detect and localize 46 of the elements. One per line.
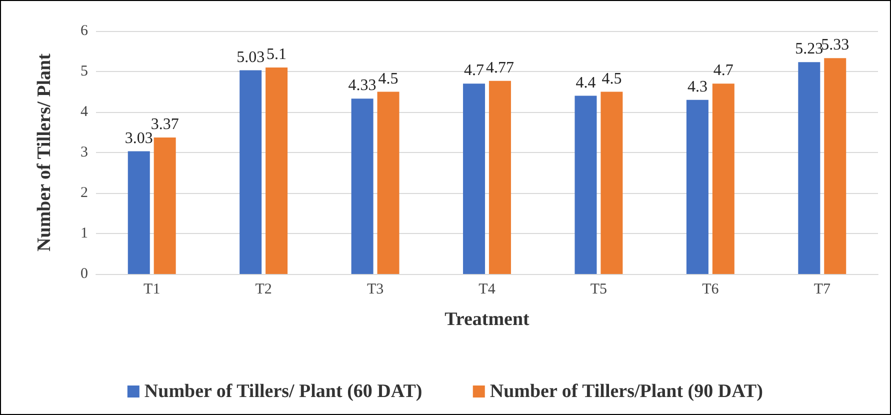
data-label: 4.4 [576,74,596,92]
y-tick-label: 3 [80,144,88,160]
bar [798,62,820,274]
bar [488,80,511,274]
y-tick-label: 4 [80,104,88,120]
y-tick-label: 1 [80,226,88,242]
y-axis-title: Number of Tillers/ Plant [34,52,55,252]
data-label: 3.37 [150,116,179,134]
bar [154,138,176,274]
data-label: 5.03 [236,48,265,66]
bar [240,70,262,274]
y-tick-label: 2 [80,185,88,201]
data-label: 4.5 [602,70,622,88]
data-label: 5.1 [266,46,287,63]
bar [463,84,486,274]
data-label: 4.3 [687,78,708,96]
x-tick-label: T4 [478,282,496,298]
data-label: 4.33 [348,77,376,94]
data-label: 4.7 [713,62,734,80]
bar [824,58,846,274]
bar [266,67,288,274]
bar [351,98,374,274]
legend-label: Number of Tillers/ Plant (60 DAT) [144,381,422,402]
bar [377,92,400,274]
x-tick-label: T5 [590,282,608,298]
data-label: 3.03 [124,130,153,147]
x-tick-label: T2 [255,282,272,298]
x-tick-label: T6 [702,282,720,298]
x-tick-label: T3 [366,282,384,298]
data-label: 5.23 [795,40,824,58]
y-tick-label: 0 [80,266,88,282]
x-tick-label: T7 [814,282,831,298]
data-label: 4.7 [464,62,484,80]
x-tick-label: T1 [144,282,160,298]
data-label: 5.33 [821,36,850,54]
legend-label: Number of Tillers/Plant (90 DAT) [490,381,763,402]
bar [686,100,708,274]
x-axis-title: Treatment [444,309,530,330]
y-tick-label: 5 [80,64,88,80]
data-label: 4.77 [486,59,514,76]
bar [712,84,734,274]
data-label: 4.5 [378,70,398,88]
y-tick-label: 6 [80,23,88,39]
bar [600,92,623,274]
bar [574,96,597,274]
bar [128,151,150,274]
